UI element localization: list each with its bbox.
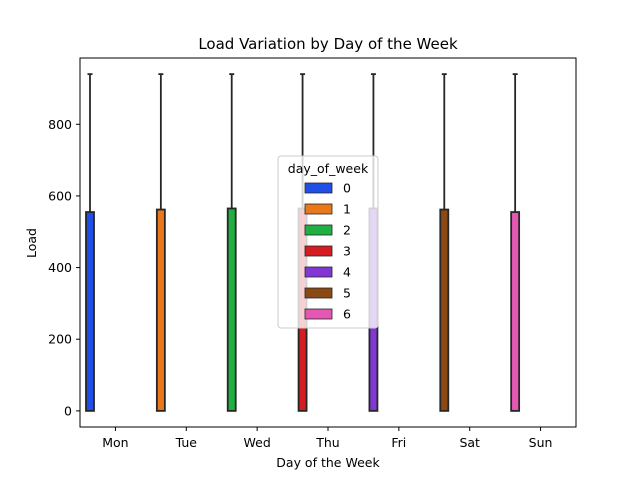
legend-swatch-1 <box>304 203 333 215</box>
legend-label-5: 5 <box>343 286 351 301</box>
x-tick-label-fri: Fri <box>391 435 406 450</box>
box-mon <box>85 73 95 412</box>
legend-label-6: 6 <box>343 307 351 322</box>
y-axis-label: Load <box>24 228 39 258</box>
x-axis-label: Day of the Week <box>276 455 380 470</box>
x-tick-label-mon: Mon <box>102 435 128 450</box>
y-tick-label-400: 400 <box>48 260 72 275</box>
box-sat <box>439 73 450 412</box>
box-body-mon <box>85 211 95 412</box>
legend-swatch-0 <box>304 182 333 194</box>
legend-entry-3: 3 <box>304 244 351 259</box>
y-axis: 0 200 400 600 800 <box>48 117 80 418</box>
legend-swatch-2 <box>304 224 333 236</box>
y-tick-label-0: 0 <box>64 403 72 418</box>
y-tick-label-200: 200 <box>48 332 72 347</box>
legend-entry-5: 5 <box>304 286 351 301</box>
box-body-sun <box>510 211 521 412</box>
box-sun <box>510 73 521 412</box>
legend-frame <box>277 155 379 329</box>
legend: day_of_week 0 1 2 3 4 5 6 <box>277 155 379 329</box>
box-body-tue <box>155 208 166 412</box>
y-tick-label-800: 800 <box>48 117 72 132</box>
legend-label-1: 1 <box>343 202 351 217</box>
legend-title: day_of_week <box>288 161 369 176</box>
legend-entry-4: 4 <box>304 265 351 280</box>
chart-title: Load Variation by Day of the Week <box>198 35 458 53</box>
legend-entry-1: 1 <box>304 202 351 217</box>
x-axis: Mon Tue Wed Thu Fri Sat Sun <box>102 427 552 450</box>
legend-entry-6: 6 <box>304 307 351 322</box>
x-tick-label-wed: Wed <box>244 435 271 450</box>
legend-swatch-3 <box>304 245 333 257</box>
legend-swatch-6 <box>304 308 333 320</box>
x-tick-label-sat: Sat <box>459 435 480 450</box>
x-tick-label-sun: Sun <box>529 435 553 450</box>
box-wed <box>226 73 237 412</box>
legend-entry-0: 0 <box>304 181 351 196</box>
legend-swatch-5 <box>304 287 333 299</box>
legend-label-4: 4 <box>343 265 351 280</box>
legend-label-0: 0 <box>343 181 351 196</box>
box-tue <box>155 73 166 412</box>
box-body-wed <box>226 207 237 412</box>
y-tick-label-600: 600 <box>48 188 72 203</box>
legend-entry-2: 2 <box>304 223 351 238</box>
legend-label-3: 3 <box>343 244 351 259</box>
x-tick-label-thu: Thu <box>315 435 339 450</box>
x-tick-label-tue: Tue <box>175 435 198 450</box>
box-body-sat <box>439 208 450 412</box>
legend-label-2: 2 <box>343 223 351 238</box>
legend-swatch-4 <box>304 266 333 278</box>
